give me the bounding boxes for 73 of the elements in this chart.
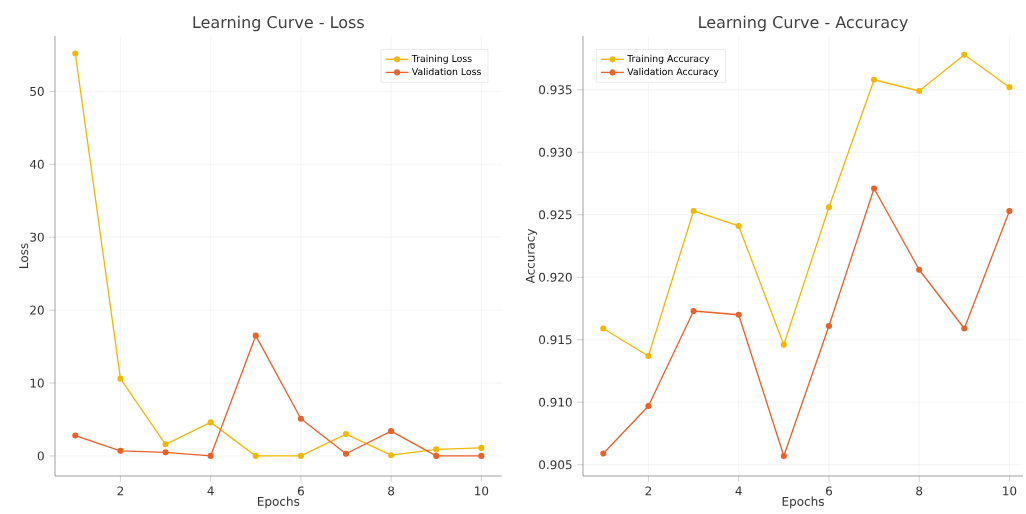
point — [871, 76, 878, 83]
point — [780, 452, 787, 460]
point — [600, 450, 607, 457]
y-tick-label: 20 — [30, 305, 44, 315]
legend-label: Validation Accuracy — [627, 67, 719, 77]
point — [916, 266, 923, 273]
x-tick-label: 4 — [207, 486, 214, 496]
x-tick-label: 10 — [475, 486, 489, 496]
point — [433, 446, 440, 453]
point — [871, 185, 878, 192]
y-tick-label: 0 — [37, 451, 44, 461]
y-tick-label: 0.905 — [539, 460, 572, 470]
chart-title: Learning Curve - Accuracy — [699, 15, 908, 32]
point — [961, 325, 968, 332]
y-tick-label: 30 — [30, 232, 44, 242]
y-axis-title: Loss — [19, 243, 29, 268]
y-tick-label: 0.930 — [539, 147, 572, 157]
point — [252, 332, 259, 339]
x-tick-label: 2 — [645, 486, 652, 496]
x-tick-label: 8 — [388, 486, 395, 496]
point — [600, 325, 607, 332]
x-tick-label: 6 — [825, 486, 832, 496]
point — [433, 452, 440, 460]
point — [961, 51, 968, 58]
point — [388, 428, 395, 435]
point — [1006, 207, 1013, 215]
point — [162, 441, 169, 448]
point — [780, 341, 787, 348]
x-tick-label: 4 — [735, 486, 742, 496]
y-tick-label: 0.935 — [539, 85, 572, 95]
point — [117, 447, 124, 454]
point — [388, 452, 395, 459]
point — [297, 452, 304, 460]
point — [825, 204, 833, 211]
point — [735, 311, 742, 318]
point — [645, 402, 652, 410]
point — [825, 322, 833, 330]
legend-label: Training Accuracy — [627, 54, 710, 64]
x-tick-label: 10 — [1003, 486, 1017, 496]
point — [342, 450, 350, 457]
point — [916, 87, 923, 95]
x-axis-title: Epochs — [258, 496, 300, 509]
y-tick-label: 0.915 — [539, 335, 572, 345]
point — [72, 432, 79, 439]
y-tick-label: 50 — [30, 86, 44, 96]
y-tick-label: 10 — [30, 378, 44, 388]
x-tick-label: 2 — [117, 486, 124, 496]
x-tick-label: 6 — [297, 486, 304, 496]
point — [252, 452, 259, 460]
point — [342, 431, 350, 438]
legend-label: Validation Loss — [411, 67, 481, 76]
x-axis-title: Epochs — [782, 496, 824, 509]
legend-label: Training Loss — [411, 54, 472, 64]
point — [690, 307, 697, 315]
point — [478, 444, 485, 451]
y-axis-title: Accuracy — [525, 228, 538, 284]
point — [207, 452, 214, 460]
point — [690, 207, 697, 215]
point — [117, 375, 124, 382]
point — [207, 419, 214, 426]
y-tick-label: 40 — [29, 159, 44, 169]
point — [735, 222, 742, 230]
point — [162, 449, 169, 456]
x-tick-label: 8 — [916, 486, 923, 496]
chart-title: Learning Curve - Loss — [193, 15, 364, 32]
point — [72, 50, 79, 57]
y-tick-label: 0.925 — [539, 210, 572, 220]
point — [645, 352, 652, 360]
point — [297, 415, 304, 422]
y-tick-label: 0.920 — [539, 272, 572, 282]
point — [478, 452, 485, 460]
y-tick-label: 0.910 — [539, 397, 572, 407]
point — [1006, 84, 1013, 91]
